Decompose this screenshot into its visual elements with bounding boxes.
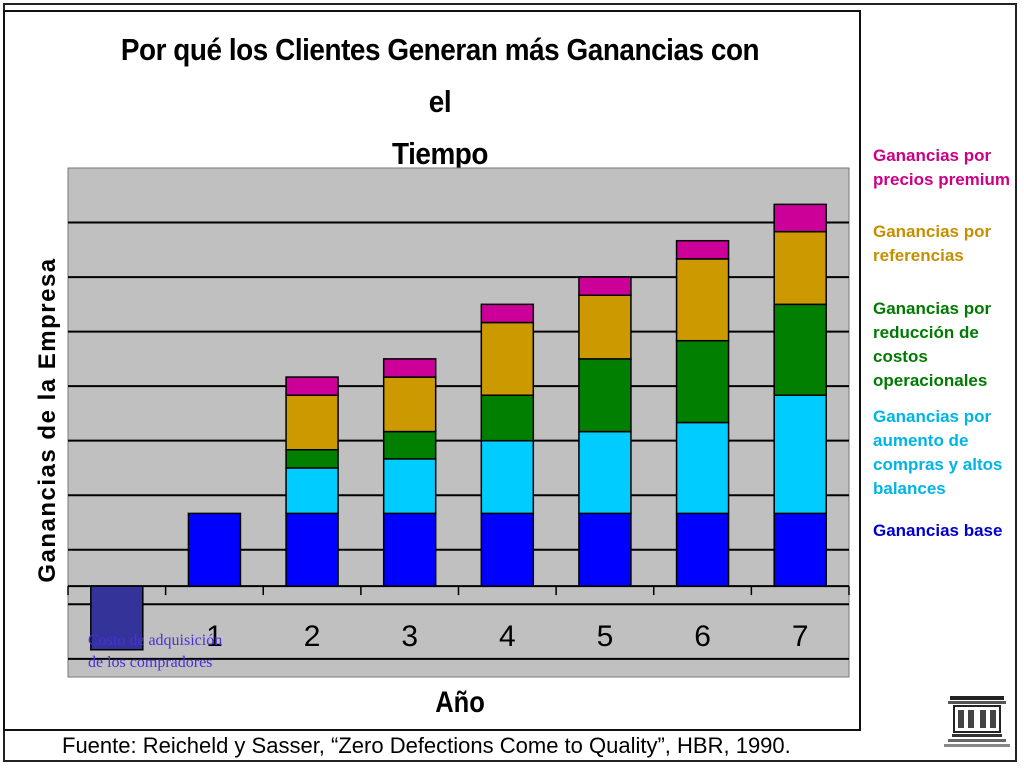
x-tick-label: 5	[597, 620, 614, 653]
plot-area	[67, 167, 850, 678]
bar-segment-s1-c6	[675, 421, 730, 515]
bar-segment-s3-c6	[675, 258, 730, 342]
x-tick-label: 7	[792, 620, 809, 653]
legend-premium: Ganancias por precios premium	[873, 146, 1010, 189]
x-tick-label: 3	[401, 620, 418, 653]
x-tick-label: 4	[499, 620, 516, 653]
bar-segment-s1-c2	[285, 467, 339, 515]
chart-frame	[3, 10, 861, 731]
y-axis-label: Ganancias de la Empresa	[34, 257, 61, 583]
bar-segment-s0-c6	[675, 512, 730, 587]
legend-increased-purchases: Ganancias por aumento de compras y altos…	[873, 407, 1003, 498]
bar-segment-s1-c7	[773, 394, 827, 515]
x-tick-label: 2	[304, 620, 321, 653]
chart-title-line2: Tiempo	[391, 136, 488, 171]
bar-segment-s3-c4	[480, 321, 535, 396]
legend-referrals: Ganancias por referencias	[873, 222, 992, 265]
bar-segment-s2-c2	[285, 449, 339, 469]
bar-segment-s3-c7	[773, 230, 827, 306]
bar-segment-s4-c5	[578, 276, 632, 297]
bar-segment-s4-c3	[382, 358, 437, 378]
source-citation: Fuente: Reicheld y Sasser, “Zero Defecti…	[62, 733, 791, 758]
acquisition-cost-note: Costo de adquisición de los compradores	[88, 632, 223, 671]
bar-segment-s2-c4	[480, 394, 535, 442]
bar-segment-s0-c1	[187, 512, 242, 587]
bar-segment-s2-c5	[578, 358, 632, 433]
building-logo-icon	[944, 696, 1010, 747]
bar-segment-s4-c7	[773, 203, 827, 233]
bar-segment-s1-c5	[578, 430, 632, 515]
bar-segment-s2-c7	[773, 303, 827, 396]
bar-segment-s4-c6	[675, 239, 730, 260]
bar-segment-s2-c6	[675, 339, 730, 424]
bar-segment-s1-c3	[382, 458, 437, 515]
bar-segment-s0-c3	[382, 512, 437, 587]
bar-segment-s0-c5	[578, 512, 632, 587]
bar-segment-s0-c7	[773, 512, 827, 587]
legend-base-profit: Ganancias base	[873, 521, 1003, 540]
bar-segment-s0-c2	[285, 512, 339, 587]
acquisition-cost-bar	[90, 585, 144, 651]
bar-segment-s3-c5	[578, 294, 632, 360]
bar-segment-s3-c2	[285, 394, 339, 451]
chart-title-line1: Por qué los Clientes Generan más Gananci…	[120, 32, 760, 119]
chart-title: Por qué los Clientes Generan más Gananci…	[107, 24, 773, 180]
bar-segment-s3-c3	[382, 376, 437, 433]
bar-segment-s1-c4	[480, 439, 535, 515]
bar-segment-s2-c3	[382, 430, 437, 460]
bar-segment-s4-c4	[480, 303, 535, 324]
x-tick-label: 6	[694, 620, 711, 653]
x-tick-label: 1	[206, 620, 223, 653]
x-axis-label: Año	[435, 686, 485, 719]
legend-cost-reduction: Ganancias por reducción de costos operac…	[873, 299, 992, 390]
bar-segment-s0-c4	[480, 512, 535, 587]
bar-segment-s4-c2	[285, 376, 339, 396]
